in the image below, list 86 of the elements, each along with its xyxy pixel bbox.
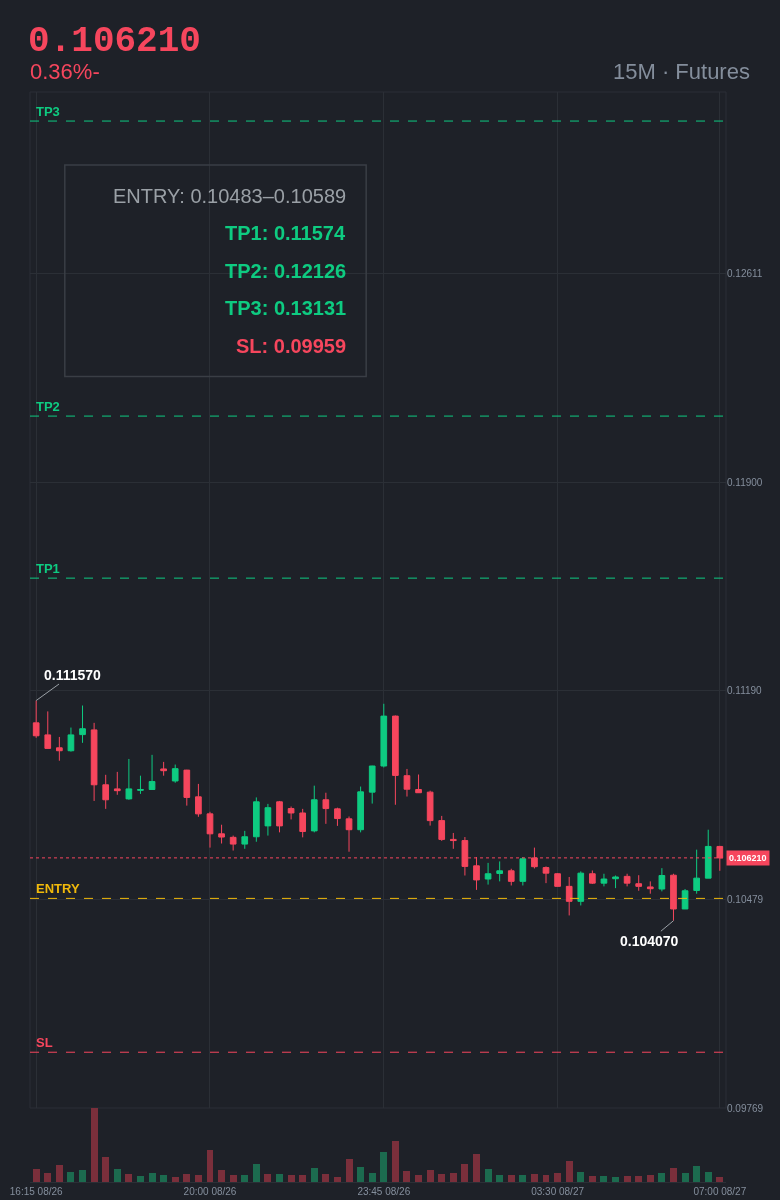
bar	[369, 1173, 376, 1182]
bar	[346, 1159, 353, 1182]
bar	[519, 1175, 526, 1182]
x-tick-label: 03:30 08/27	[531, 1186, 585, 1197]
bar	[125, 1174, 132, 1182]
bar	[33, 1169, 40, 1182]
bar	[334, 1177, 341, 1182]
ref-line-label: TP3	[36, 104, 60, 119]
annotation: ENTRY: 0.10483–0.10589	[113, 185, 347, 207]
bar	[438, 1174, 445, 1182]
bar	[508, 1175, 515, 1182]
bar	[288, 1175, 295, 1182]
bar	[172, 1177, 179, 1182]
bar	[392, 1141, 399, 1182]
bar	[183, 1174, 190, 1182]
bar	[149, 1173, 156, 1182]
bar	[554, 1173, 561, 1182]
y-tick-label: 0.11190	[727, 685, 763, 697]
annotation: SL: 0.09959	[236, 335, 347, 357]
ref-line-label: TP2	[36, 399, 60, 414]
bar	[624, 1176, 631, 1182]
ref-line-label: TP1	[36, 561, 60, 576]
bar	[531, 1174, 538, 1182]
bar	[67, 1172, 74, 1182]
bar	[496, 1175, 503, 1182]
y-tick-label: 0.09769	[727, 1102, 764, 1114]
annotation: 0.111570	[44, 667, 102, 683]
bar	[253, 1164, 260, 1182]
bar	[647, 1175, 654, 1182]
bar	[427, 1170, 434, 1182]
bar	[635, 1176, 642, 1182]
bar	[44, 1173, 51, 1182]
bar	[160, 1175, 167, 1182]
bar	[461, 1164, 468, 1182]
bar	[450, 1173, 457, 1182]
bar	[357, 1167, 364, 1182]
bar	[276, 1174, 283, 1182]
x-tick-label: 23:45 08/26	[357, 1186, 411, 1197]
bar	[705, 1172, 712, 1182]
bar	[207, 1150, 213, 1182]
bar	[311, 1168, 318, 1182]
bar	[485, 1169, 492, 1182]
bar	[670, 1168, 677, 1182]
bar	[56, 1165, 63, 1182]
x-tick-label: 20:00 08/26	[183, 1186, 237, 1197]
bar	[264, 1174, 271, 1182]
bar	[195, 1175, 202, 1182]
bar	[543, 1175, 549, 1182]
bar	[322, 1174, 329, 1182]
bar	[91, 1108, 98, 1182]
bar	[299, 1175, 306, 1182]
chart-subtitle: 0.36%-	[30, 59, 100, 84]
bar	[612, 1177, 619, 1182]
bar	[682, 1173, 689, 1182]
bar	[658, 1173, 665, 1182]
annotation: TP3: 0.13131	[225, 297, 347, 319]
bar	[600, 1176, 607, 1182]
annotation: TP1: 0.11574	[225, 222, 346, 244]
bar	[716, 1177, 723, 1182]
bar	[230, 1175, 237, 1182]
bar	[473, 1154, 480, 1182]
bar	[566, 1161, 573, 1182]
bar	[79, 1170, 86, 1182]
bar	[577, 1172, 584, 1182]
y-tick-label: 0.12611	[727, 268, 763, 280]
annotation: TP2: 0.12126	[225, 260, 347, 282]
bar	[693, 1166, 700, 1182]
bar	[218, 1170, 225, 1182]
text: 15M · Futures	[613, 59, 750, 84]
bar	[415, 1175, 422, 1182]
y-tick-label: 0.11900	[727, 476, 763, 488]
bar	[380, 1152, 387, 1182]
annotation: 0.104070	[620, 933, 679, 949]
ref-line-label: SL	[36, 1035, 53, 1050]
bar	[114, 1169, 121, 1182]
bar	[403, 1171, 410, 1182]
bar	[137, 1176, 144, 1182]
bar	[102, 1157, 109, 1182]
x-tick-label: 07:00 08/27	[693, 1186, 747, 1197]
bar	[241, 1175, 248, 1182]
ref-line-label: ENTRY	[36, 881, 80, 896]
bar	[589, 1176, 596, 1182]
ref-line-label: 0.106210	[729, 853, 767, 863]
x-tick-label: 16:15 08/26	[9, 1186, 64, 1197]
chart-title: 0.106210	[28, 21, 201, 62]
y-tick-label: 0.10479	[727, 894, 764, 906]
